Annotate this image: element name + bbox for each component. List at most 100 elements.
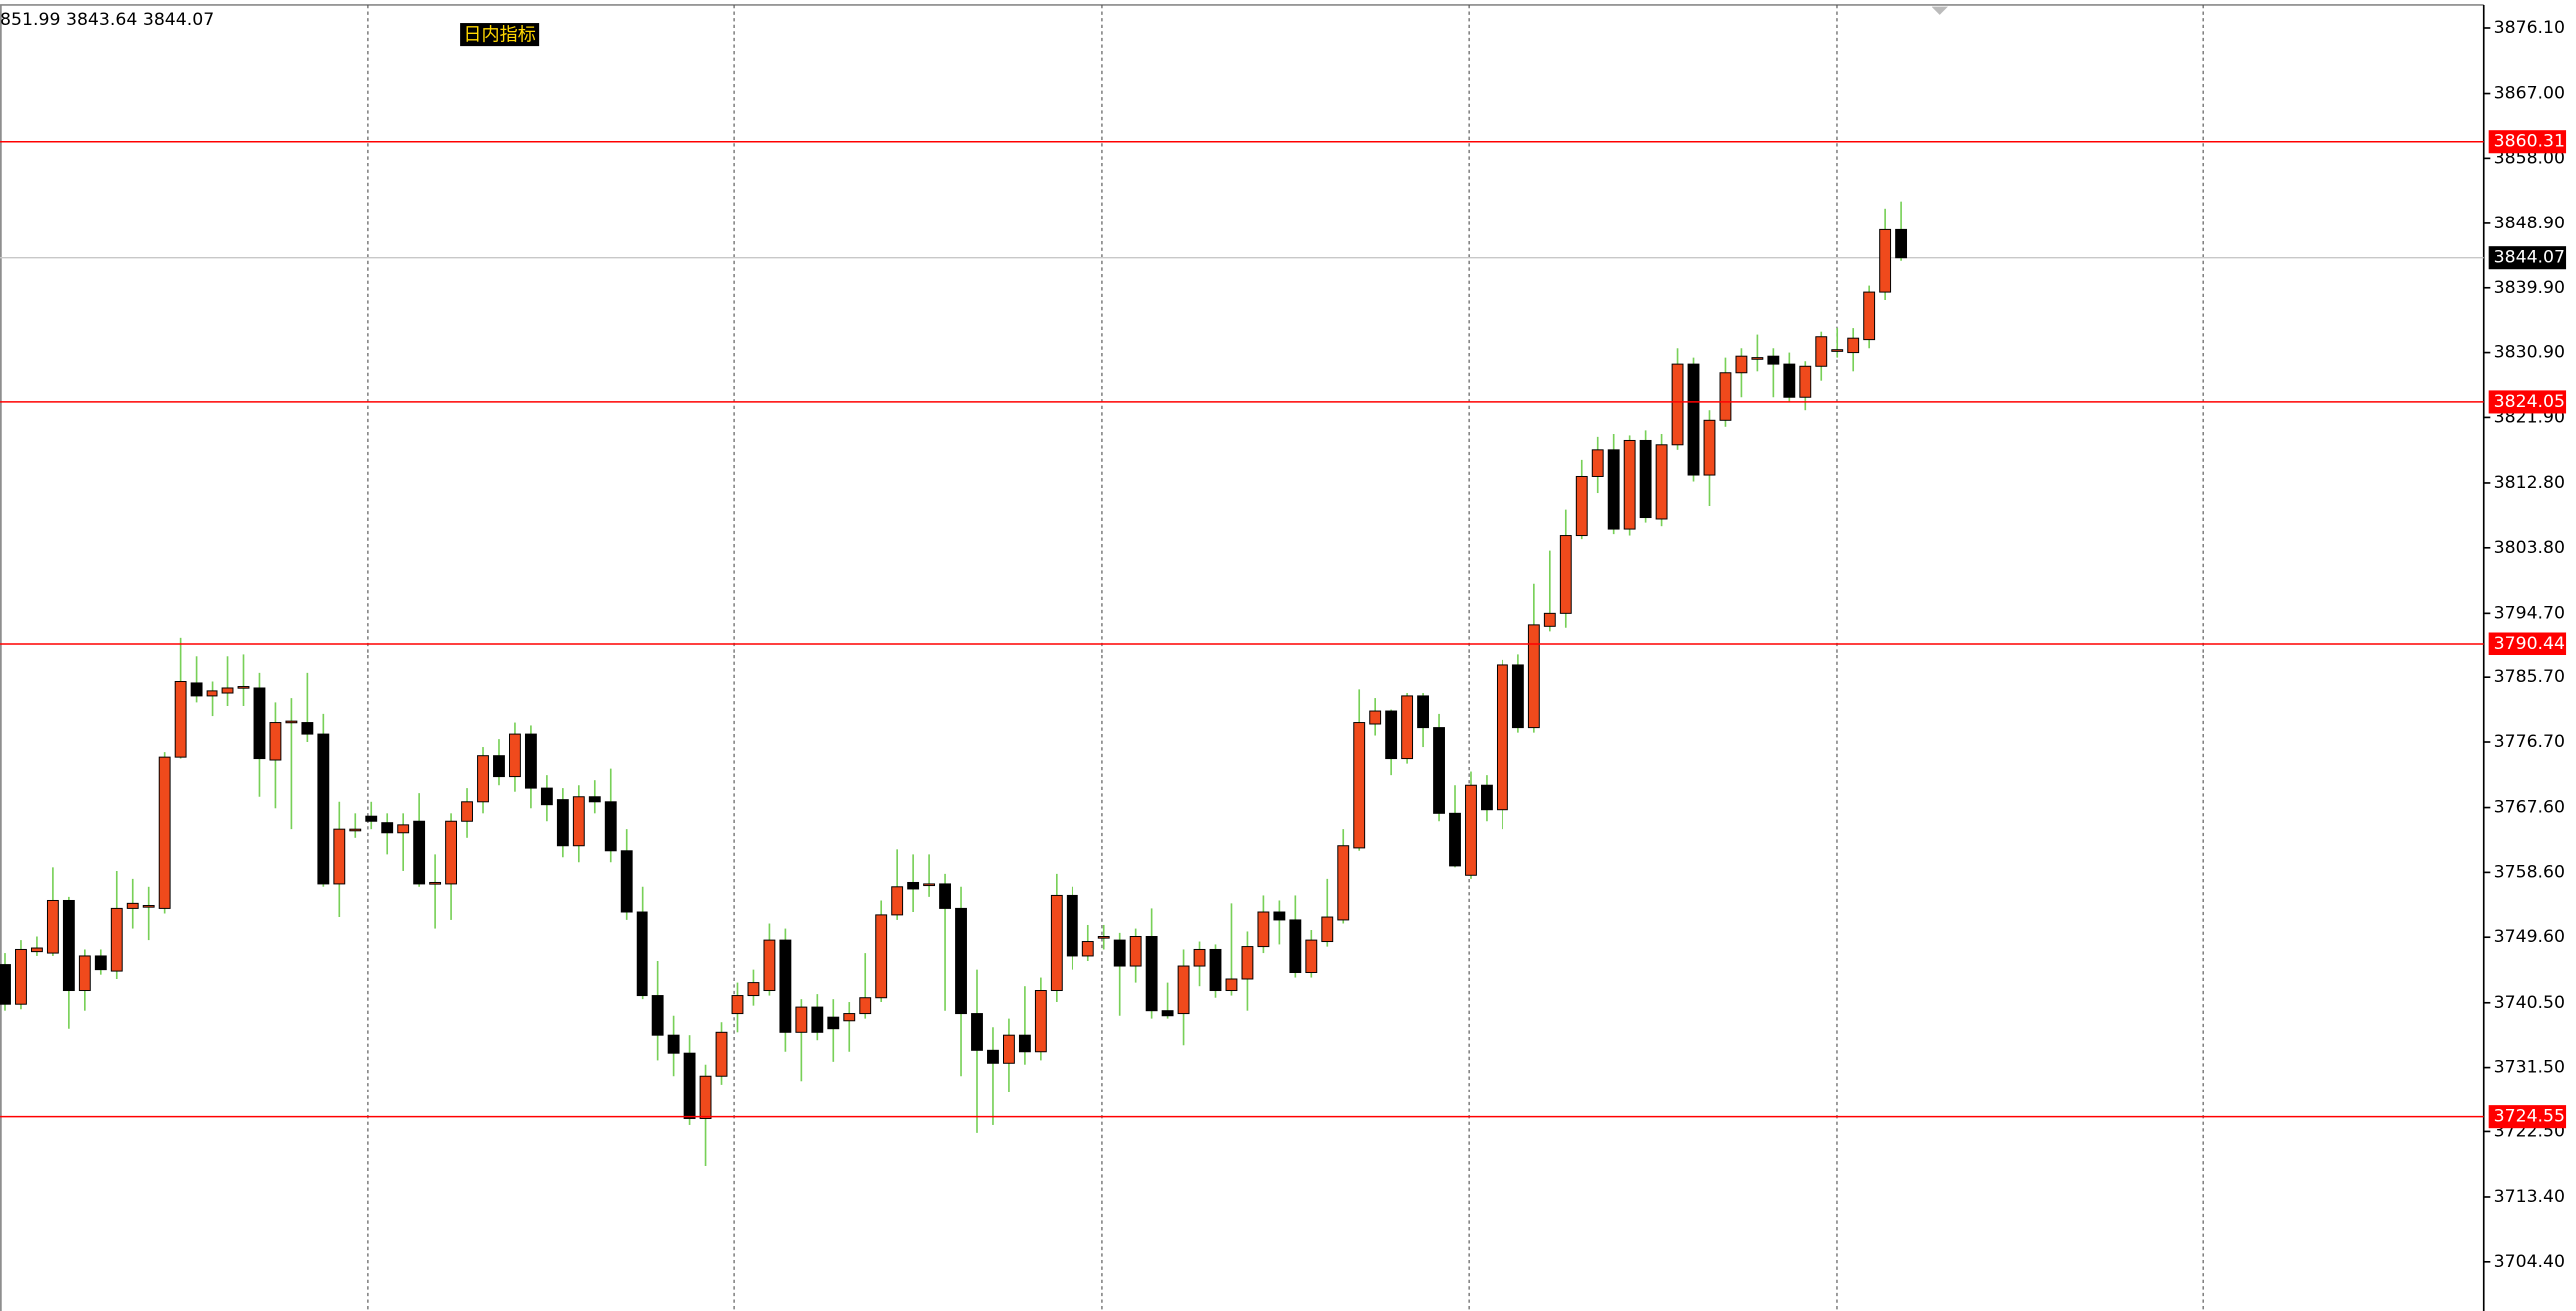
level-label-box xyxy=(2488,390,2567,414)
level-label: 3860.31 xyxy=(2494,132,2565,152)
candle-body xyxy=(1481,784,1493,811)
candle-body xyxy=(1321,916,1334,943)
indicator-label: 日内指标 xyxy=(463,24,535,45)
candle-body xyxy=(493,755,505,778)
candle-body xyxy=(46,899,59,954)
candle-body xyxy=(1113,939,1126,967)
level-label-box xyxy=(2488,1105,2567,1129)
y-tick-label: 3740.50 xyxy=(2494,993,2565,1013)
candle-body xyxy=(1671,363,1684,446)
y-tick-label: 3858.00 xyxy=(2494,148,2565,168)
candle-body xyxy=(1527,624,1540,729)
candle-body xyxy=(1353,722,1366,849)
y-tick-label: 3794.70 xyxy=(2494,603,2565,623)
candle-body xyxy=(987,1049,999,1064)
candle-body xyxy=(859,997,872,1015)
y-tick-label: 3812.80 xyxy=(2494,473,2565,493)
candle-body xyxy=(1305,939,1318,974)
candle-body xyxy=(174,681,187,758)
candle-body xyxy=(1465,784,1477,876)
candle-body xyxy=(1034,990,1047,1053)
candle-body xyxy=(651,995,664,1036)
current-price-box xyxy=(2488,246,2567,270)
candle-body xyxy=(1417,695,1430,729)
candle-body xyxy=(1129,936,1142,967)
y-tick-label: 3867.00 xyxy=(2494,84,2565,104)
candle-body xyxy=(0,964,11,1005)
y-tick-label: 3749.60 xyxy=(2494,927,2565,947)
candle-body xyxy=(1225,978,1238,992)
level-label-box xyxy=(2488,130,2567,154)
candle-body xyxy=(1081,941,1094,957)
y-tick-label: 3876.10 xyxy=(2494,18,2565,38)
candle-body xyxy=(1161,1010,1174,1017)
candle-body xyxy=(142,905,155,908)
candle-body xyxy=(365,815,378,822)
candle-body xyxy=(1783,363,1796,398)
candle-body xyxy=(1831,349,1844,352)
candle-body xyxy=(827,1016,840,1030)
candle-body xyxy=(413,820,426,885)
candle-body xyxy=(1815,336,1828,367)
candle-body xyxy=(253,687,266,760)
candle-body xyxy=(1735,355,1748,374)
candle-body xyxy=(301,722,314,735)
y-tick-label: 3830.90 xyxy=(2494,343,2565,363)
candle-body xyxy=(1559,535,1572,614)
level-label-box xyxy=(2488,632,2567,656)
level-label: 3824.05 xyxy=(2494,392,2565,412)
candle-body xyxy=(1177,965,1190,1015)
candle-body xyxy=(1257,911,1270,948)
candle-body xyxy=(699,1075,712,1119)
candle-body xyxy=(126,902,139,909)
candle-body xyxy=(891,886,904,916)
candle-body xyxy=(397,824,410,834)
y-tick-label: 3767.60 xyxy=(2494,798,2565,818)
candle-body xyxy=(1639,439,1652,519)
y-tick-label: 3758.60 xyxy=(2494,862,2565,882)
candle-body xyxy=(1273,911,1286,921)
candle-body xyxy=(540,787,553,806)
candle-body xyxy=(843,1013,856,1022)
candle-body xyxy=(1401,695,1414,760)
candle-body xyxy=(683,1052,696,1119)
candle-body xyxy=(524,733,537,789)
candle-body xyxy=(572,796,585,847)
candle-body xyxy=(1241,946,1254,980)
candle-body xyxy=(636,911,648,997)
candle-body xyxy=(1799,365,1812,398)
candle-body xyxy=(971,1013,983,1051)
level-label: 3724.55 xyxy=(2494,1107,2565,1127)
candle-body xyxy=(461,801,473,822)
candle-body xyxy=(1591,449,1604,477)
candle-body xyxy=(1369,710,1382,725)
candle-body xyxy=(811,1006,824,1033)
indicator-box xyxy=(460,23,540,47)
candle-body xyxy=(1751,357,1764,360)
candle-body xyxy=(445,820,458,885)
candle-body xyxy=(747,982,760,997)
candle-body xyxy=(78,955,91,992)
candle-body xyxy=(1767,355,1780,365)
candle-body xyxy=(731,995,744,1015)
ohlc-info: 851.99 3843.64 3844.07 xyxy=(0,10,214,30)
level-label: 3790.44 xyxy=(2494,634,2565,654)
candle-body xyxy=(763,939,776,992)
candle-body xyxy=(1607,449,1620,530)
candle-body xyxy=(237,686,250,689)
candle-body xyxy=(221,687,234,694)
candle-body xyxy=(1511,664,1524,729)
candle-body xyxy=(588,796,601,803)
candle-body xyxy=(1003,1034,1015,1064)
candle-body xyxy=(1289,919,1302,974)
candle-body xyxy=(429,881,442,885)
y-tick-label: 3713.40 xyxy=(2494,1187,2565,1207)
candle-body xyxy=(1719,372,1732,421)
candle-body xyxy=(381,822,394,834)
candle-body xyxy=(1209,948,1222,992)
y-tick-label: 3839.90 xyxy=(2494,278,2565,298)
y-tick-label: 3848.90 xyxy=(2494,214,2565,233)
